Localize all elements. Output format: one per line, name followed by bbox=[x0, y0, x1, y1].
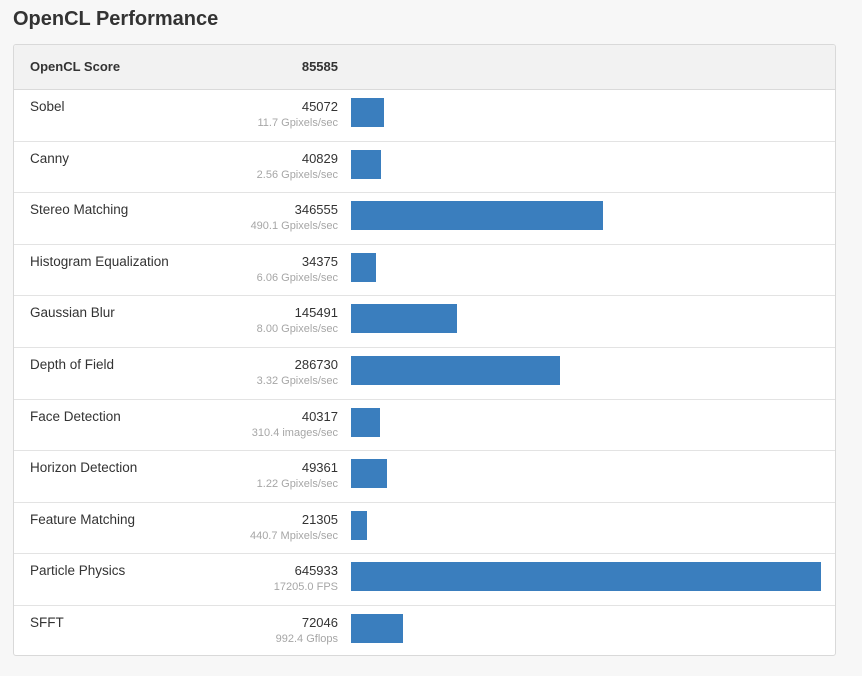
benchmark-throughput: 490.1 Gpixels/sec bbox=[250, 220, 338, 233]
benchmark-name: Sobel bbox=[30, 99, 65, 114]
benchmark-bar bbox=[351, 149, 381, 179]
benchmark-row: Sobel 45072 11.7 Gpixels/sec bbox=[14, 90, 835, 142]
benchmark-bar bbox=[351, 459, 387, 489]
benchmark-bar bbox=[351, 407, 380, 437]
benchmark-name: Particle Physics bbox=[30, 563, 126, 579]
benchmark-bar bbox=[351, 304, 457, 334]
benchmark-bar bbox=[351, 252, 376, 282]
benchmark-throughput: 6.06 Gpixels/sec bbox=[256, 271, 338, 284]
benchmark-score: 346555 bbox=[294, 202, 338, 218]
benchmark-name: Canny bbox=[30, 150, 70, 166]
benchmark-throughput: 2.56 Gpixels/sec bbox=[256, 168, 338, 181]
benchmark-score: 45072 bbox=[301, 99, 338, 114]
benchmark-row: Stereo Matching 346555 490.1 Gpixels/sec bbox=[14, 193, 835, 245]
benchmark-score: 145491 bbox=[294, 305, 338, 321]
benchmark-throughput: 1.22 Gpixels/sec bbox=[256, 478, 338, 491]
benchmark-row: Horizon Detection 49361 1.22 Gpixels/sec bbox=[14, 451, 835, 503]
benchmark-score: 21305 bbox=[301, 511, 338, 527]
benchmark-throughput: 310.4 images/sec bbox=[251, 426, 338, 439]
benchmark-throughput: 992.4 Gflops bbox=[275, 632, 338, 645]
benchmark-rows: Sobel 45072 11.7 Gpixels/sec Canny 40829 2.56… bbox=[14, 90, 835, 655]
benchmark-bar bbox=[351, 201, 603, 231]
benchmark-score: 40829 bbox=[301, 150, 338, 166]
benchmark-bar bbox=[351, 562, 821, 592]
benchmark-row: Gaussian Blur 145491 8.00 Gpixels/sec bbox=[14, 296, 835, 348]
benchmark-bar bbox=[351, 510, 367, 540]
benchmark-name: Histogram Equalization bbox=[30, 253, 169, 269]
page-title: OpenCL Performance bbox=[13, 8, 219, 30]
benchmark-score: 645933 bbox=[294, 563, 338, 579]
benchmark-name: SFFT bbox=[30, 614, 64, 630]
score-header-label: OpenCL Score bbox=[30, 59, 121, 74]
benchmark-throughput: 3.32 Gpixels/sec bbox=[256, 374, 338, 387]
benchmark-name: Feature Matching bbox=[30, 511, 136, 527]
benchmark-row: Particle Physics 645933 17205.0 FPS bbox=[14, 554, 835, 606]
benchmark-score: 72046 bbox=[301, 614, 338, 630]
benchmark-score: 40317 bbox=[301, 408, 338, 424]
benchmark-row: Histogram Equalization 34375 6.06 Gpixels/… bbox=[14, 245, 835, 297]
benchmark-name: Face Detection bbox=[30, 408, 121, 424]
overall-score: 85585 bbox=[301, 59, 338, 74]
benchmark-name: Horizon Detection bbox=[30, 460, 138, 476]
benchmark-throughput: 17205.0 FPS bbox=[273, 581, 338, 594]
benchmark-bar bbox=[351, 355, 560, 385]
benchmark-bar bbox=[351, 98, 384, 127]
results-panel: OpenCL Score 85585 Sobel 45072 11.7 Gpixel… bbox=[13, 44, 836, 656]
benchmark-score: 49361 bbox=[301, 460, 338, 476]
benchmark-row: Feature Matching 21305 440.7 Mpixels/sec bbox=[14, 503, 835, 555]
benchmark-throughput: 8.00 Gpixels/sec bbox=[256, 323, 338, 336]
benchmark-row: Face Detection 40317 310.4 images/sec bbox=[14, 400, 835, 452]
benchmark-name: Gaussian Blur bbox=[30, 305, 115, 321]
benchmark-score: 34375 bbox=[301, 253, 338, 269]
benchmark-throughput: 440.7 Mpixels/sec bbox=[249, 529, 338, 542]
benchmark-name: Depth of Field bbox=[30, 356, 115, 372]
benchmark-row: Canny 40829 2.56 Gpixels/sec bbox=[14, 142, 835, 194]
benchmark-throughput: 11.7 Gpixels/sec bbox=[257, 117, 338, 129]
benchmark-name: Stereo Matching bbox=[30, 202, 129, 218]
benchmark-row: SFFT 72046 992.4 Gflops bbox=[14, 606, 835, 655]
benchmark-row: Depth of Field 286730 3.32 Gpixels/sec bbox=[14, 348, 835, 400]
score-header-row: OpenCL Score 85585 bbox=[14, 45, 835, 90]
benchmark-score: 286730 bbox=[294, 356, 338, 372]
benchmark-bar bbox=[351, 613, 403, 643]
